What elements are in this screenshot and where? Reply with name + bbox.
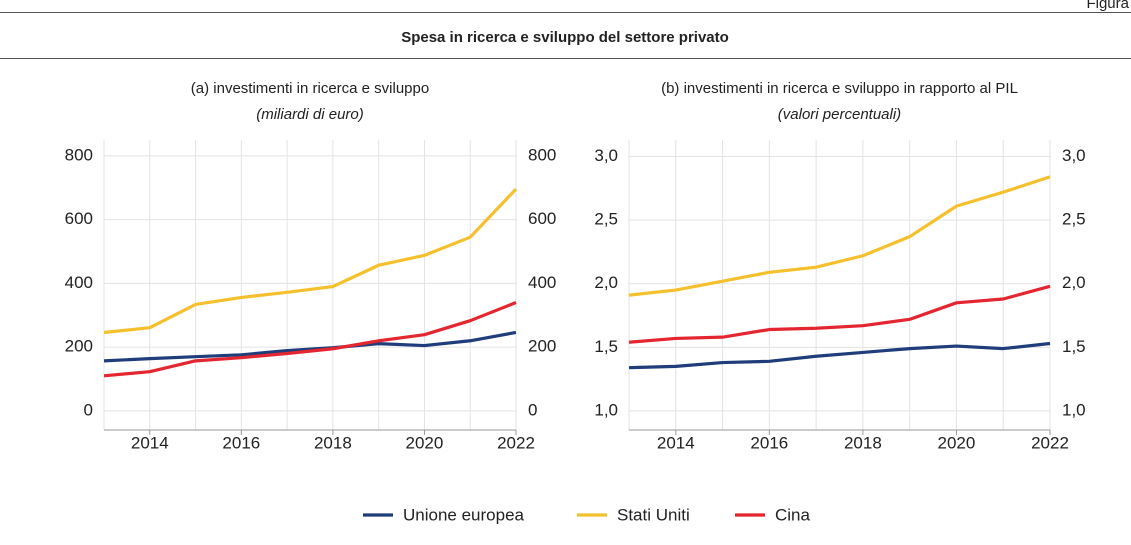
x-tick-label: 2016 [222,433,260,452]
x-tick-label: 2018 [844,433,882,452]
x-tick-label: 2014 [657,433,695,452]
x-tick-label: 2016 [750,433,788,452]
series-line [103,330,517,363]
y2-tick-label: 2,0 [1062,273,1086,292]
series-line [103,187,518,335]
y-tick-label: 3,0 [594,146,618,165]
y2-tick-label: 1,5 [1062,337,1086,356]
x-tick-label: 2014 [131,433,169,452]
series-line [628,175,1051,297]
y-tick-label: 1,5 [594,337,618,356]
legend-label: Stati Uniti [617,505,690,524]
y2-tick-label: 2,5 [1062,210,1086,229]
figure-title: Spesa in ricerca e sviluppo del settore … [401,29,729,46]
series-line [628,284,1051,344]
chart-subtitle: (valori percentuali) [778,106,901,123]
x-tick-label: 2022 [497,433,535,452]
chart-title: (a) investimenti in ricerca e sviluppo [191,80,429,97]
legend-label: Unione europea [403,505,525,524]
y-tick-label: 0 [84,400,93,419]
x-tick-label: 2020 [406,433,444,452]
series-line [628,341,1051,370]
y-tick-label: 1,0 [594,400,618,419]
y2-tick-label: 3,0 [1062,146,1086,165]
y2-tick-label: 0 [528,400,537,419]
x-tick-label: 2022 [1031,433,1069,452]
legend-label: Cina [775,505,811,524]
y-tick-label: 2,0 [594,273,618,292]
x-tick-label: 2020 [938,433,976,452]
y2-tick-label: 400 [528,273,556,292]
series-line [103,301,517,378]
y-tick-label: 2,5 [594,210,618,229]
chart-title: (b) investimenti in ricerca e sviluppo i… [661,80,1018,97]
y-tick-label: 800 [65,145,93,164]
figure-label: Figura [1086,0,1129,12]
y-tick-label: 200 [65,337,93,356]
y2-tick-label: 200 [528,337,556,356]
y-tick-label: 400 [65,273,93,292]
y2-tick-label: 800 [528,145,556,164]
y2-tick-label: 1,0 [1062,400,1086,419]
x-tick-label: 2018 [314,433,352,452]
y-tick-label: 600 [65,209,93,228]
y2-tick-label: 600 [528,209,556,228]
chart-subtitle: (miliardi di euro) [256,106,364,123]
